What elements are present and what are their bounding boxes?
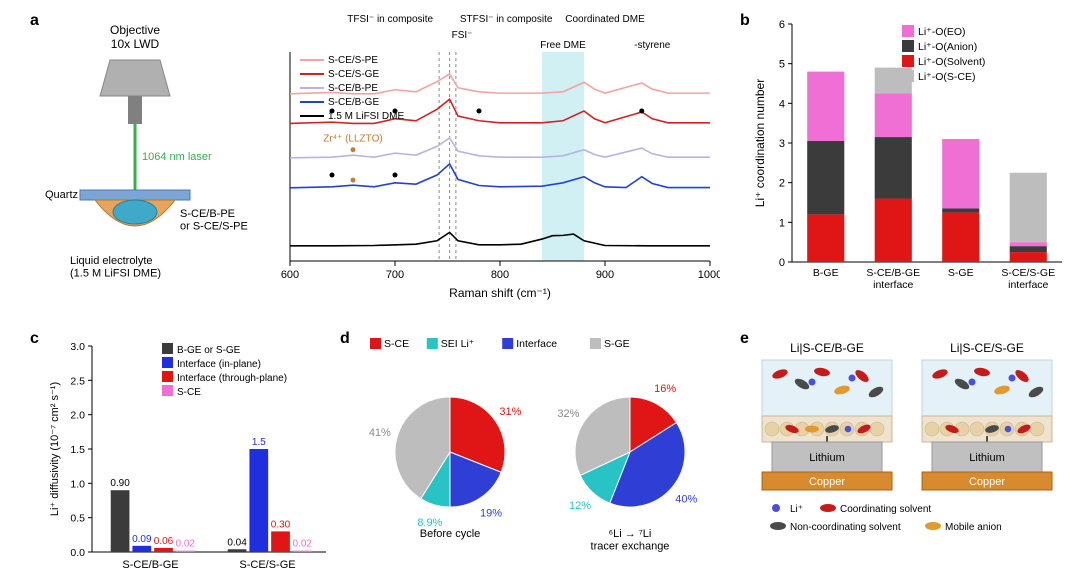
svg-text:Lithium: Lithium (969, 452, 1004, 464)
diffusivity-chart: 0.0 0.5 1.0 1.5 2.0 2.5 3.0 Li⁺ diffusivity (10… (42, 332, 332, 582)
svg-text:Mobile anion: Mobile anion (945, 522, 1002, 533)
svg-text:0.02: 0.02 (293, 539, 313, 550)
svg-text:Li⁺-O(S-CE): Li⁺-O(S-CE) (918, 71, 975, 83)
svg-text:S-CE/B-GE: S-CE/B-GE (328, 97, 379, 108)
svg-text:Li|S-CE/B-GE: Li|S-CE/B-GE (790, 341, 864, 355)
svg-text:S-GE: S-GE (604, 338, 630, 350)
svg-text:2.5: 2.5 (70, 375, 85, 387)
svg-text:Lithium: Lithium (809, 452, 844, 464)
svg-text:2: 2 (779, 178, 785, 190)
svg-text:Free DME: Free DME (540, 40, 586, 51)
svg-text:Copper: Copper (809, 476, 845, 488)
svg-text:0.90: 0.90 (110, 478, 130, 489)
svg-text:16%: 16% (654, 383, 676, 395)
svg-text:4: 4 (779, 98, 785, 110)
svg-text:0: 0 (779, 257, 785, 269)
svg-text:40%: 40% (675, 494, 697, 506)
svg-text:12%: 12% (569, 500, 591, 512)
pie-charts: S-CESEI Li⁺InterfaceS-GE31%19%8.9%41%Bef… (340, 332, 740, 582)
svg-text:1000: 1000 (698, 269, 720, 281)
svg-text:600: 600 (281, 269, 299, 281)
svg-text:19%: 19% (480, 507, 502, 519)
svg-text:Liquid electrolyte(1.5 M LiFSI: Liquid electrolyte(1.5 M LiFSI DME) (70, 255, 161, 280)
svg-text:Zr⁴⁺ (LLZTO): Zr⁴⁺ (LLZTO) (323, 133, 382, 144)
svg-text:1: 1 (779, 217, 785, 229)
svg-text:S-CE/S-GEinterface: S-CE/S-GEinterface (1001, 267, 1055, 291)
svg-text:B-GE or S-GE: B-GE or S-GE (177, 345, 241, 356)
svg-text:Objective10x LWD: Objective10x LWD (110, 23, 160, 51)
svg-text:0.0: 0.0 (70, 547, 85, 559)
svg-text:FSI⁻: FSI⁻ (452, 30, 473, 41)
svg-text:Interface (in-plane): Interface (in-plane) (177, 359, 261, 370)
svg-text:1.5: 1.5 (70, 444, 85, 456)
svg-text:700: 700 (386, 269, 404, 281)
svg-text:S-CE/B-GEinterface: S-CE/B-GEinterface (866, 267, 920, 291)
raman-chart: 600 700 800 900 1000 Raman shift (cm⁻¹) TFSI⁻ … (260, 8, 720, 303)
svg-text:S-CE/S-GE: S-CE/S-GE (239, 559, 295, 571)
svg-text:Interface: Interface (516, 338, 557, 350)
svg-text:S-CE: S-CE (384, 338, 409, 350)
svg-text:Li⁺-O(EO): Li⁺-O(EO) (918, 26, 966, 38)
coordination-chart: 0 1 2 3 4 5 6 Li⁺ coordination number B-GE S-CE/B… (750, 8, 1070, 308)
svg-text:0.09: 0.09 (132, 534, 152, 545)
svg-text:0.06: 0.06 (154, 536, 174, 547)
svg-text:S-GE: S-GE (948, 267, 974, 279)
svg-text:S-CE/B-PE: S-CE/B-PE (328, 83, 378, 94)
svg-text:0.5: 0.5 (70, 513, 85, 525)
svg-text:1.0: 1.0 (70, 478, 85, 490)
svg-text:Li⁺: Li⁺ (790, 504, 803, 515)
svg-text:1064 nm laser: 1064 nm laser (142, 151, 212, 163)
svg-text:31%: 31% (499, 406, 521, 418)
svg-text:Li|S-CE/S-GE: Li|S-CE/S-GE (950, 341, 1024, 355)
svg-text:Non-coordinating solvent: Non-coordinating solvent (790, 522, 901, 533)
svg-text:Coordinating solvent: Coordinating solvent (840, 504, 931, 515)
svg-text:1.5 M LiFSI DME: 1.5 M LiFSI DME (328, 111, 404, 122)
panel-a-schematic: Objective10x LWD 1064 nm laser Quartz S-CE/… (40, 12, 260, 302)
schematic-e: Li|S-CE/B-GE Lithium Copper Li|S-CE/S-GE Lit… (750, 332, 1070, 582)
svg-text:S-CE/S-GE: S-CE/S-GE (328, 69, 379, 80)
svg-text:5: 5 (779, 59, 785, 71)
svg-text:STFSI⁻ in composite: STFSI⁻ in composite (460, 14, 553, 25)
svg-text:⁶Li → ⁷Litracer exchange: ⁶Li → ⁷Litracer exchange (591, 528, 670, 553)
panel-label-a: a (30, 12, 39, 30)
svg-text:0.30: 0.30 (271, 519, 291, 530)
svg-text:Quartz: Quartz (45, 189, 78, 201)
svg-text:S-CE/B-GE: S-CE/B-GE (122, 559, 178, 571)
svg-text:900: 900 (596, 269, 614, 281)
svg-text:2.0: 2.0 (70, 410, 85, 422)
svg-text:Li⁺-O(Solvent): Li⁺-O(Solvent) (918, 56, 985, 68)
svg-text:S-CE/S-PE: S-CE/S-PE (328, 55, 378, 66)
svg-text:41%: 41% (369, 427, 391, 439)
panel-label-e: e (740, 330, 749, 348)
svg-text:Coordinated DME: Coordinated DME (565, 14, 645, 25)
svg-text:800: 800 (491, 269, 509, 281)
svg-text:B-GE: B-GE (813, 267, 839, 279)
svg-text:3.0: 3.0 (70, 341, 85, 353)
svg-text:Interface (through-plane): Interface (through-plane) (177, 373, 287, 384)
svg-text:Li⁺ diffusivity (10⁻⁷ cm² s⁻¹): Li⁺ diffusivity (10⁻⁷ cm² s⁻¹) (49, 382, 61, 516)
svg-text:32%: 32% (557, 408, 579, 420)
svg-text:3: 3 (779, 138, 785, 150)
svg-text:-styrene: -styrene (634, 40, 671, 51)
svg-text:Copper: Copper (969, 476, 1005, 488)
svg-text:S-CE/B-PEor S-CE/S-PE: S-CE/B-PEor S-CE/S-PE (180, 208, 248, 233)
svg-text:SEI Li⁺: SEI Li⁺ (441, 338, 475, 350)
svg-text:0.02: 0.02 (176, 539, 196, 550)
svg-text:6: 6 (779, 19, 785, 31)
panel-label-c: c (30, 330, 39, 348)
svg-text:Before cycle: Before cycle (420, 528, 481, 540)
svg-text:1.5: 1.5 (252, 437, 266, 448)
svg-text:Raman shift (cm⁻¹): Raman shift (cm⁻¹) (449, 286, 551, 300)
svg-text:TFSI⁻ in composite: TFSI⁻ in composite (347, 14, 433, 25)
svg-text:Li⁺-O(Anion): Li⁺-O(Anion) (918, 41, 977, 53)
panel-label-b: b (740, 12, 750, 30)
svg-text:S-CE: S-CE (177, 387, 201, 398)
svg-text:Li⁺ coordination number: Li⁺ coordination number (753, 79, 767, 207)
svg-text:0.04: 0.04 (227, 537, 247, 548)
